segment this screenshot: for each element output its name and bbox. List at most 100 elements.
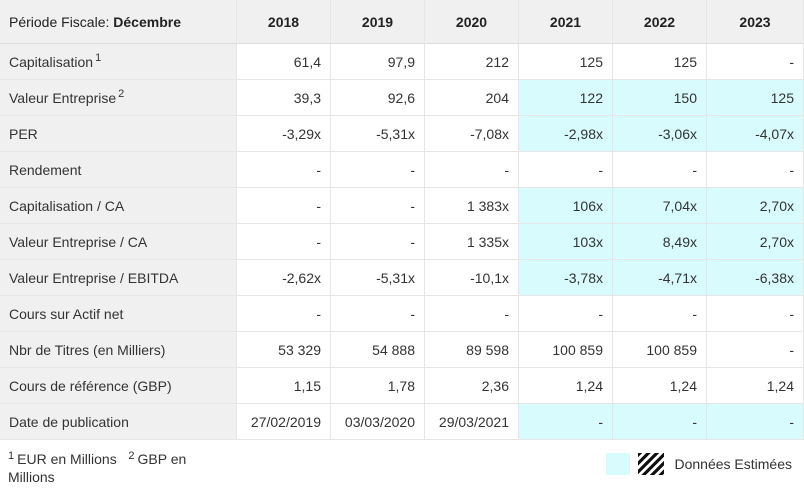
table-cell: - [707, 152, 804, 188]
table-cell: -3,29x [237, 116, 331, 152]
year-header: 2019 [331, 0, 425, 44]
row-label: Capitalisation / CA [0, 188, 237, 224]
fiscal-period-header: Période Fiscale: Décembre [0, 0, 237, 44]
table-row: PER -3,29x -5,31x -7,08x -2,98x -3,06x -4,07x [0, 116, 804, 152]
row-label: PER [0, 116, 237, 152]
row-label: Cours de référence (GBP) [0, 368, 237, 404]
year-header: 2018 [237, 0, 331, 44]
table-cell: - [707, 332, 804, 368]
header-row: Période Fiscale: Décembre 2018 2019 2020… [0, 0, 804, 44]
footnote-marker: 1 [8, 450, 15, 462]
table-cell: -7,08x [425, 116, 519, 152]
table-row: Valeur Entreprise / EBITDA -2,62x -5,31x -1… [0, 260, 804, 296]
footnotes: 1 EUR en Millions 2 GBP en Millions [8, 450, 228, 485]
table-cell: 89 598 [425, 332, 519, 368]
table-cell: 27/02/2019 [237, 404, 331, 440]
table-row: Valeur Entreprise 2 39,3 92,6 204 122 150 125 [0, 80, 804, 116]
table-cell: - [613, 404, 707, 440]
table-cell: - [331, 152, 425, 188]
table-row: Cours de référence (GBP) 1,15 1,78 2,36 1,24… [0, 368, 804, 404]
table-row: Capitalisation 1 61,4 97,9 212 125 125- [0, 44, 804, 80]
table-cell: 125 [613, 44, 707, 80]
footnote-ref: 2 [118, 87, 125, 100]
row-label-text: PER [9, 125, 38, 142]
footnote-marker: 2 [128, 450, 135, 462]
row-label: Capitalisation 1 [0, 44, 237, 80]
table-cell: - [331, 188, 425, 224]
table-cell: 39,3 [237, 80, 331, 116]
row-label-text: Rendement [9, 161, 82, 178]
row-label: Cours sur Actif net [0, 296, 237, 332]
year-header: 2021 [519, 0, 613, 44]
table-cell: - [425, 296, 519, 332]
row-label-text: Capitalisation / CA [9, 197, 125, 214]
year-header: 2023 [707, 0, 804, 44]
table-row: Rendement - - - - - - [0, 152, 804, 188]
table-cell: 125 [707, 80, 804, 116]
table-cell: -5,31x [331, 116, 425, 152]
table-cell: - [237, 188, 331, 224]
table-cell: 125 [519, 44, 613, 80]
table-cell: - [707, 44, 804, 80]
table-cell: 1,24 [519, 368, 613, 404]
table-cell: 1 335x [425, 224, 519, 260]
table-cell: 204 [425, 80, 519, 116]
table-cell: 122 [519, 80, 613, 116]
row-label-text: Valeur Entreprise / EBITDA [9, 269, 179, 286]
table-cell: - [237, 224, 331, 260]
footnote-text: GBP en Millions [8, 451, 187, 485]
table-cell: 212 [425, 44, 519, 80]
table-cell: 103x [519, 224, 613, 260]
table-cell: - [331, 224, 425, 260]
table-cell: 61,4 [237, 44, 331, 80]
table-cell: -2,62x [237, 260, 331, 296]
table-cell: 2,70x [707, 224, 804, 260]
table-cell: 100 859 [519, 332, 613, 368]
table-cell: 1,78 [331, 368, 425, 404]
table-cell: - [707, 404, 804, 440]
table-row: Cours sur Actif net - - - - - - [0, 296, 804, 332]
table-cell: 8,49x [613, 224, 707, 260]
row-label: Valeur Entreprise / EBITDA [0, 260, 237, 296]
valuation-table: Période Fiscale: Décembre 2018 2019 2020… [0, 0, 804, 440]
table-row: Date de publication 27/02/2019 03/03/2020 2… [0, 404, 804, 440]
table-cell: -10,1x [425, 260, 519, 296]
estimated-color-swatch [606, 453, 631, 475]
table-cell: 29/03/2021 [425, 404, 519, 440]
footnote-ref: 1 [95, 51, 102, 64]
table-cell: 1,15 [237, 368, 331, 404]
table-footer: 1 EUR en Millions 2 GBP en Millions Donnée… [0, 447, 804, 491]
row-label: Nbr de Titres (en Milliers) [0, 332, 237, 368]
legend-label: Données Estimées [674, 456, 792, 472]
table-cell: 2,70x [707, 188, 804, 224]
table-cell: 7,04x [613, 188, 707, 224]
table-cell: - [425, 152, 519, 188]
year-header: 2020 [425, 0, 519, 44]
row-label-text: Nbr de Titres (en Milliers) [9, 341, 166, 358]
row-label: Valeur Entreprise 2 [0, 80, 237, 116]
table-cell: 1,24 [613, 368, 707, 404]
table-cell: -6,38x [707, 260, 804, 296]
table-cell: - [237, 152, 331, 188]
row-label-text: Valeur Entreprise [9, 89, 117, 106]
table-cell: 54 888 [331, 332, 425, 368]
fiscal-period-label: Période Fiscale: [9, 13, 110, 30]
table-cell: 100 859 [613, 332, 707, 368]
table-cell: -4,07x [707, 116, 804, 152]
table-cell: 53 329 [237, 332, 331, 368]
table-cell: - [707, 296, 804, 332]
table-cell: - [331, 296, 425, 332]
row-label: Valeur Entreprise / CA [0, 224, 237, 260]
table-cell: - [519, 296, 613, 332]
row-label-text: Date de publication [9, 413, 129, 430]
fiscal-period-value: Décembre [113, 13, 181, 30]
table-cell: 92,6 [331, 80, 425, 116]
table-cell: 97,9 [331, 44, 425, 80]
table-row: Capitalisation / CA - -1 383x 106x 7,04x 2,70… [0, 188, 804, 224]
table-cell: 1,24 [707, 368, 804, 404]
table-cell: -2,98x [519, 116, 613, 152]
table-cell: 03/03/2020 [331, 404, 425, 440]
table-cell: - [613, 152, 707, 188]
table-row: Valeur Entreprise / CA - -1 335x 103x 8,49x 2… [0, 224, 804, 260]
